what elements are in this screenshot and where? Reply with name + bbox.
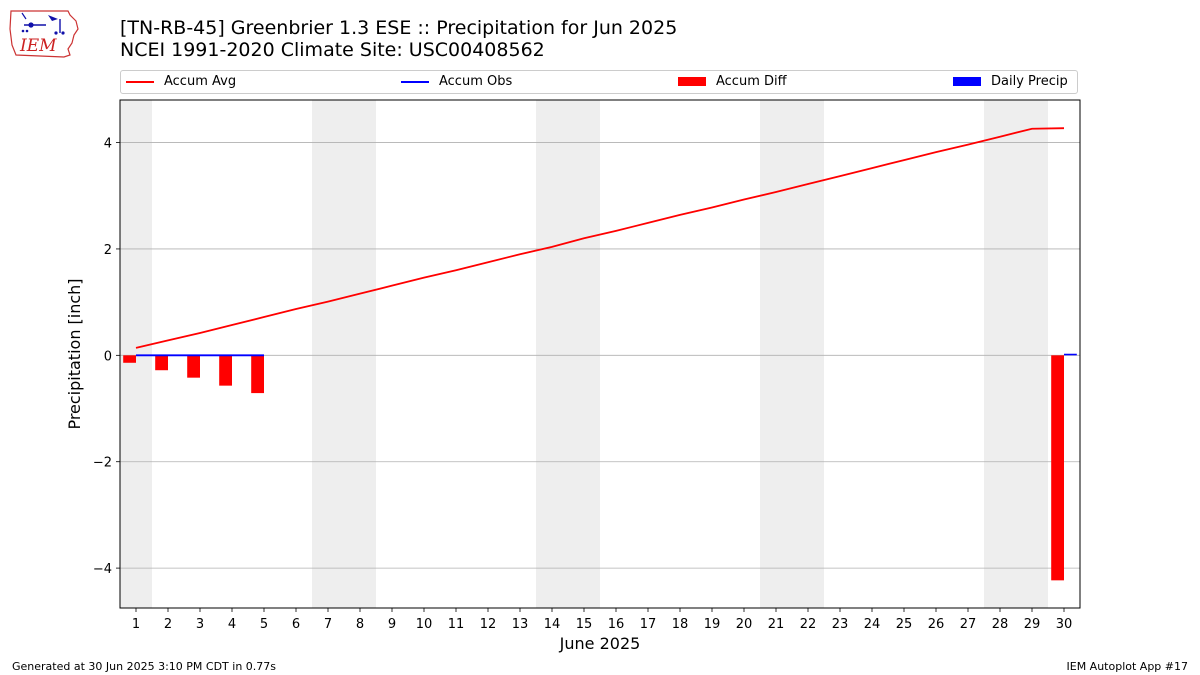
accum-diff-bar [1051, 355, 1064, 581]
x-axis-label: June 2025 [559, 634, 641, 653]
line-series [135, 127, 1065, 357]
x-tick-label: 20 [736, 617, 753, 632]
legend-item-accum-avg: Accum Avg [126, 74, 236, 89]
legend-item-daily-precip: Daily Precip [953, 74, 1068, 89]
legend-swatch-accum-diff [678, 77, 706, 86]
y-tick-label: 0 [104, 349, 112, 364]
logo-text: IEM [19, 36, 57, 56]
legend-label-daily-precip: Daily Precip [991, 74, 1068, 89]
y-tick-label: −4 [93, 562, 112, 577]
x-tick-label: 14 [544, 617, 561, 632]
y-tick-label: 4 [104, 137, 112, 152]
grid-lines [120, 142, 1080, 569]
legend-label-accum-obs: Accum Obs [439, 74, 513, 89]
weekend-band [120, 100, 152, 608]
bar-series [123, 353, 1077, 581]
chart-subtitle: NCEI 1991-2020 Climate Site: USC00408562 [120, 39, 545, 61]
iowa-outline-icon [9, 10, 79, 58]
chart-legend: Accum Avg Accum Obs Accum Diff Daily Pre… [120, 70, 1078, 94]
x-tick-label: 2 [164, 617, 172, 632]
accum-diff-bar [123, 355, 136, 363]
x-tick-label: 29 [1024, 617, 1041, 632]
legend-swatch-accum-obs [401, 80, 429, 83]
chart-title: [TN-RB-45] Greenbrier 1.3 ESE :: Precipi… [120, 17, 678, 39]
footer-app-text: IEM Autoplot App #17 [1066, 660, 1189, 673]
legend-swatch-daily-precip [953, 77, 981, 86]
accum-avg-line [135, 127, 1065, 349]
accum-diff-bar [155, 355, 168, 371]
x-tick-label: 12 [480, 617, 497, 632]
x-tick-label: 15 [576, 617, 593, 632]
x-tick-label: 11 [448, 617, 465, 632]
x-tick-label: 23 [832, 617, 849, 632]
x-tick-label: 24 [864, 617, 881, 632]
x-tick-label: 3 [196, 617, 204, 632]
x-tick-label: 21 [768, 617, 785, 632]
legend-swatch-accum-avg [126, 80, 154, 83]
x-tick-label: 16 [608, 617, 625, 632]
x-tick-label: 13 [512, 617, 529, 632]
x-axis: 1 2 3 4 5 6 7 8 9 10 11 12 13 14 15 16 17 18 19 20 21 22 23 24 2… [132, 608, 1072, 632]
y-axis: 4 2 0 −2 −4 [93, 137, 120, 577]
x-tick-label: 17 [640, 617, 657, 632]
legend-label-accum-avg: Accum Avg [164, 74, 237, 89]
x-tick-label: 22 [800, 617, 817, 632]
x-tick-label: 1 [132, 617, 140, 632]
legend-label-accum-diff: Accum Diff [716, 74, 787, 89]
daily-precip-bar [1064, 353, 1077, 356]
y-tick-label: −2 [93, 456, 112, 471]
x-tick-label: 6 [292, 617, 300, 632]
y-axis-label: Precipitation [inch] [65, 278, 84, 429]
plot-frame [119, 99, 1081, 609]
legend-item-accum-diff: Accum Diff [678, 74, 787, 89]
accum-diff-bar [187, 355, 200, 378]
x-tick-label: 9 [388, 617, 396, 632]
x-tick-label: 5 [260, 617, 268, 632]
x-tick-label: 27 [960, 617, 977, 632]
accum-diff-bar [219, 355, 232, 386]
weekend-band [760, 100, 824, 608]
weekend-band [312, 100, 376, 608]
legend-item-accum-obs: Accum Obs [401, 74, 512, 89]
x-tick-label: 10 [416, 617, 433, 632]
x-tick-label: 18 [672, 617, 689, 632]
x-tick-label: 8 [356, 617, 364, 632]
x-tick-label: 25 [896, 617, 913, 632]
footer-generated-text: Generated at 30 Jun 2025 3:10 PM CDT in … [12, 660, 277, 673]
iem-logo: IEM [9, 10, 79, 58]
accum-diff-bar [251, 355, 264, 394]
x-tick-label: 4 [228, 617, 236, 632]
y-tick-label: 2 [104, 243, 112, 258]
weekend-shading [120, 100, 1048, 608]
x-tick-label: 19 [704, 617, 721, 632]
x-tick-label: 26 [928, 617, 945, 632]
x-tick-label: 30 [1056, 617, 1073, 632]
x-tick-label: 7 [324, 617, 332, 632]
weekend-band [536, 100, 600, 608]
x-tick-label: 28 [992, 617, 1009, 632]
weekend-band [984, 100, 1048, 608]
